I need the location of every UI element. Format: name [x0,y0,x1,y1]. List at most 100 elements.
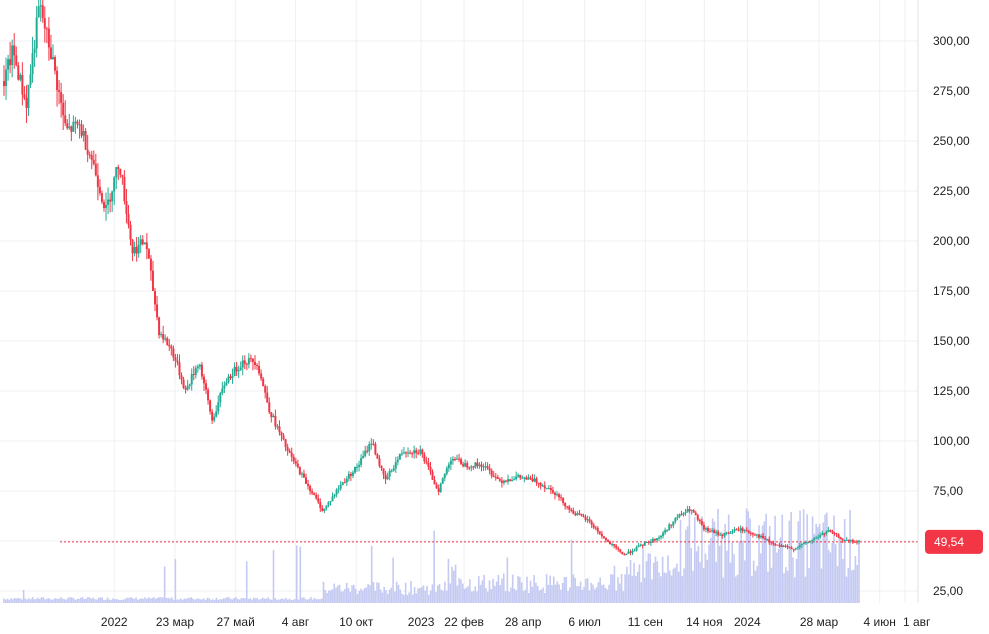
candle-body [849,540,852,542]
candle-body [602,536,605,538]
volume-bar [170,597,173,603]
volume-bar [10,598,12,603]
volume-bar [663,572,666,603]
time-axis[interactable]: 2022 23 мар 27 май 4 авг 10 окт 2023 22 фев 28 … [101,615,931,629]
candle-body [392,468,395,471]
volume-bar [87,597,89,603]
time-axis-label[interactable]: 4 авг [282,615,310,629]
volume-bar [178,599,180,603]
candle-body [209,400,212,412]
candle-body [194,368,197,376]
candle-body [772,542,775,545]
volume-bar [726,550,728,603]
volume-bar [206,597,209,603]
candle-body [823,533,826,535]
volume-bar [660,576,662,603]
candle-body [305,477,308,484]
volume-bar [724,524,726,603]
volume-bar [201,599,203,603]
candle-body [182,379,185,388]
candle-body [541,485,544,487]
candle-body [674,518,677,522]
volume-bar [436,585,439,603]
time-axis-label[interactable]: 14 ноя [686,615,722,629]
candle-body [780,545,783,547]
candle-body [170,346,173,349]
candle-body [529,477,532,479]
candle-body [217,402,220,412]
volume-bar [231,599,234,603]
volume-bar [786,570,789,603]
volume-bar [224,598,227,603]
volume-bar [33,599,36,603]
volume-bar [104,599,107,603]
volume-bar [154,598,157,603]
volume-bar [774,515,776,603]
candle-body [15,55,18,66]
candle-body [829,530,832,532]
price-axis: 300,00 275,00 250,00 225,00 200,00 175,00 150,… [933,34,970,598]
candle-body [129,224,132,240]
candle-body [568,506,571,510]
candle-body [333,494,336,497]
time-axis-label[interactable]: 28 апр [505,615,542,629]
candle-body [400,453,403,455]
candle-body [531,478,534,482]
volume-bar [220,599,223,603]
volume-bar [85,598,87,603]
volume-bar [410,581,412,603]
volume-bar [818,523,821,603]
volume-bar [397,584,400,603]
candle-body [470,466,473,468]
candle-body [496,477,499,480]
candle-body [472,466,475,468]
time-axis-label[interactable]: 2023 [408,615,435,629]
candle-body [202,376,205,384]
candle-body [276,426,279,428]
volume-bar [324,590,327,603]
time-axis-label[interactable]: 23 мар [156,615,195,629]
time-axis-label[interactable]: 1 авг [903,615,931,629]
time-axis-label[interactable]: 11 сен [628,615,663,629]
volume-bar [463,588,466,603]
volume-bar [545,574,548,603]
candle-body [315,494,318,499]
candle-body [358,464,361,467]
volume-bar [813,533,816,603]
candle-body [498,479,501,481]
volume-bar [442,590,444,603]
volume-bar [511,574,514,603]
volume-bar [367,583,369,603]
volume-bar [456,585,459,603]
time-axis-label[interactable]: 2024 [734,615,761,629]
time-axis-label[interactable]: 10 окт [339,615,374,629]
time-axis-label[interactable]: 27 май [217,615,255,629]
candle-body [200,364,203,377]
time-axis-label[interactable]: 6 июл [568,615,600,629]
volume-bar [633,562,635,603]
candle-body [839,537,842,540]
volume-bar [502,573,505,603]
candle-body [704,528,707,530]
candle-body [741,528,744,532]
candle-body [113,177,116,192]
volume-bar [731,542,734,603]
candle-body [611,544,614,546]
candle-body [666,530,669,532]
time-axis-label[interactable]: 4 июн [864,615,896,629]
volume-bar [626,566,628,603]
candle-body [562,497,565,504]
volume-bar [360,588,362,603]
time-axis-label[interactable]: 22 фев [444,615,484,629]
price-axis-label: 225,00 [933,184,970,198]
time-axis-label[interactable]: 2022 [101,615,128,629]
volume-bar [365,587,368,603]
time-axis-label[interactable]: 28 мар [800,615,839,629]
volume-bar [495,581,498,603]
candle-body [580,513,583,516]
volume-bar [333,583,336,603]
candle-body [260,373,263,379]
volume-bar [363,588,366,603]
volume-bar [795,558,798,603]
candle-body [492,475,495,477]
